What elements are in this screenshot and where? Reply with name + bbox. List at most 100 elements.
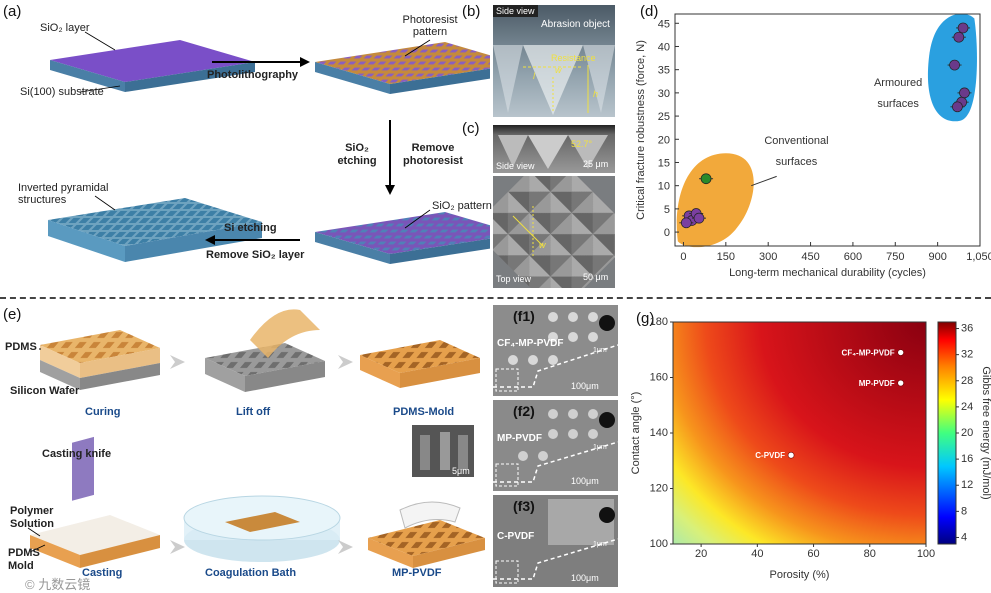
inverted-pyramid-wafer <box>48 198 262 262</box>
angle-label: 52.7° <box>571 139 593 149</box>
panel-g-label: (g) <box>636 310 655 327</box>
y-tick-label: 140 <box>650 427 668 439</box>
f1-sample-name: CF₄-MP-PVDF <box>497 338 564 349</box>
gibbs-heatmap-chart: 100 120 140 160 180 20 40 60 80 100 Porosity (%) Co… <box>630 316 991 581</box>
colorbar-tick-label: 12 <box>961 479 973 491</box>
pdms-mold-caption: PDMS-Mold <box>393 406 455 418</box>
colorbar-tick-label: 28 <box>961 375 973 387</box>
watermark: © 九数云镜 <box>25 577 91 592</box>
y-tick-label: 5 <box>664 204 670 216</box>
photoresist-wafer <box>315 42 490 94</box>
panel-f1-image: (f1) CF₄-MP-PVDF 1μm 100μm <box>493 305 618 396</box>
remove-sio2-label: Remove SiO₂ layer <box>206 249 305 261</box>
photolithography-label: Photolithography <box>207 69 299 81</box>
colorbar <box>937 321 957 545</box>
f3-inset-scale: 1μm <box>593 541 607 548</box>
scale-label-c2: 50 μm <box>583 272 609 282</box>
f1-inset-scale: 1μm <box>593 347 607 354</box>
data-point <box>953 31 965 43</box>
x-tick-label: 0 <box>680 251 686 263</box>
f3-scale: 100μm <box>571 573 599 583</box>
y-tick-label: 45 <box>658 18 670 30</box>
panel-c-top-image: w Top view 50 μm <box>493 176 615 288</box>
curing-caption: Curing <box>85 406 121 418</box>
plot-frame <box>674 13 981 247</box>
y-tick-label: 120 <box>650 483 668 495</box>
panel-f3-image: (f3) C-PVDF 1μm 100μm <box>493 495 618 587</box>
coagulation-bath-caption: Coagulation Bath <box>205 567 297 579</box>
data-point <box>897 349 905 356</box>
x-tick-label: 80 <box>864 548 876 560</box>
y-tick-label: 30 <box>658 88 670 100</box>
y-tick-label: 15 <box>658 157 670 169</box>
panel-f2-label: (f2) <box>513 403 535 419</box>
data-point-label: MP-PVDF <box>859 379 895 388</box>
y-tick-label: 100 <box>650 538 668 550</box>
panel-b-image: Side view Abrasion object Resistance l w… <box>493 5 615 117</box>
y-tick-label: 160 <box>650 372 668 384</box>
conventional-region <box>676 153 754 248</box>
pdms-mold-illustration <box>360 340 480 388</box>
x-tick-label: 900 <box>928 251 946 263</box>
data-point <box>952 101 963 113</box>
x-tick-label: 600 <box>844 251 862 263</box>
x-axis-label: Long-term mechanical durability (cycles) <box>729 267 926 279</box>
y-axis-label: Critical fracture robustness (force, N) <box>635 40 647 220</box>
x-tick-label: 100 <box>917 548 935 560</box>
f2-inset-scale: 1μm <box>593 444 607 451</box>
pdms-label: PDMS <box>5 341 37 353</box>
abrasion-object-label: Abrasion object <box>541 19 610 30</box>
colorbar-tick-label: 36 <box>961 323 973 335</box>
casting-caption: Casting <box>82 567 123 579</box>
data-point <box>787 451 795 459</box>
y-tick-label: 10 <box>658 181 670 193</box>
data-point-label: C-PVDF <box>755 451 785 460</box>
scale-label-c1: 25 μm <box>583 159 609 169</box>
panel-e-diagram <box>27 309 485 568</box>
photoresist-pattern-label: Photoresist pattern <box>402 14 458 38</box>
side-view-label-c: Side view <box>496 161 535 171</box>
conventional-annotation-line2: surfaces <box>776 156 818 168</box>
x-tick-label: 150 <box>717 251 735 263</box>
w-label-c: w <box>539 240 546 250</box>
inverted-pyramid-label: Inverted pyramidal structures <box>18 182 109 206</box>
heatmap-surface <box>673 322 926 544</box>
y-tick-label: 180 <box>650 316 668 328</box>
mp-pvdf-illustration <box>368 501 485 568</box>
plain-wafer <box>50 40 255 92</box>
f2-sample-name: MP-PVDF <box>497 433 542 444</box>
f1-scale: 100μm <box>571 381 599 391</box>
armoured-annotation: Armoured <box>874 77 922 89</box>
section-divider <box>0 297 991 299</box>
data-point <box>897 379 905 387</box>
armoured-annotation-line2: surfaces <box>877 98 919 110</box>
colorbar-label: Gibbs free energy (mJ/mol) <box>980 366 991 499</box>
colorbar-tick-label: 4 <box>961 531 967 543</box>
resistance-label: Resistance <box>551 53 596 63</box>
colorbar-tick-label: 16 <box>961 453 973 465</box>
x-tick-label: 40 <box>751 548 763 560</box>
colorbar-tick-label: 8 <box>961 505 967 517</box>
pdms-mold-label: PDMS Mold <box>8 547 40 572</box>
panel-f2-image: (f2) MP-PVDF 1μm 100μm <box>493 400 618 491</box>
x-axis-label: Porosity (%) <box>770 569 830 581</box>
f3-sample-name: C-PVDF <box>497 531 535 542</box>
y-tick-label: 25 <box>658 111 670 123</box>
l-label: l <box>533 71 535 81</box>
data-point <box>700 173 712 185</box>
data-point <box>959 87 970 99</box>
panel-f1-label: (f1) <box>513 308 535 324</box>
panel-a-diagram <box>48 31 490 264</box>
f2-scale: 100μm <box>571 476 599 486</box>
lift-off-caption: Lift off <box>236 406 271 418</box>
panel-e-label: (e) <box>3 306 22 323</box>
sio2-layer-label: SiO₂ layer <box>40 22 90 34</box>
polymer-solution-label: Polymer Solution <box>10 505 54 530</box>
y-axis-label: Contact angle (°) <box>630 392 642 475</box>
panel-c-side-image: 52.7° Side view 25 μm <box>493 125 615 173</box>
sio2-pattern-label: SiO₂ pattern <box>432 200 492 212</box>
inset-scale-label: 5μm <box>452 466 470 476</box>
y-tick-label: 40 <box>658 41 670 53</box>
w-label-b: w <box>555 65 562 75</box>
